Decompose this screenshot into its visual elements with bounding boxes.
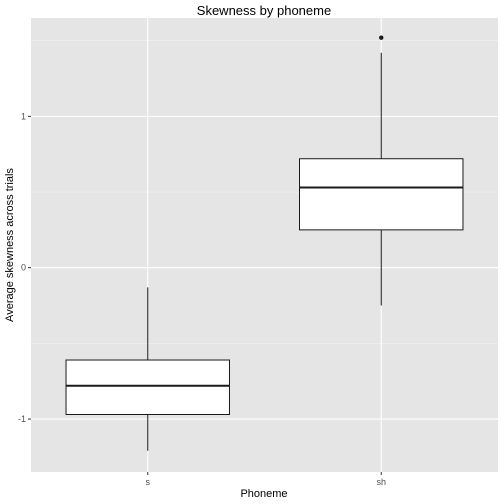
chart-title: Skewness by phoneme [197,3,331,18]
interquartile-box [65,359,230,415]
y-axis-title: Average skewness across trials [4,168,16,322]
x-axis: s sh [146,472,386,487]
y-axis: -1 0 1 [18,111,31,424]
y-tick-label: 0 [21,263,26,273]
box-series [65,35,464,451]
x-tick-label: sh [376,477,386,487]
box-s [65,287,230,451]
x-tick-label: s [146,477,151,487]
y-tick-label: 1 [21,111,26,121]
box-sh [299,35,464,306]
interquartile-box [299,158,464,231]
outlier-point [379,35,384,40]
x-axis-title: Phoneme [240,488,287,500]
y-tick-label: -1 [18,414,26,424]
